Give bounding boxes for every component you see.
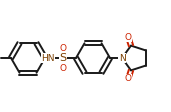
Text: S: S: [60, 53, 67, 63]
Text: O: O: [125, 74, 132, 83]
Text: O: O: [60, 64, 67, 72]
Text: N: N: [119, 54, 125, 62]
Text: O: O: [125, 33, 132, 42]
Text: O: O: [60, 43, 67, 53]
Text: HN: HN: [41, 54, 55, 62]
